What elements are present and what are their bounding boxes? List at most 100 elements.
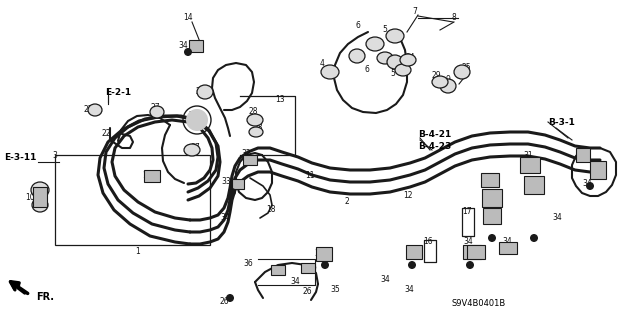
- Ellipse shape: [197, 85, 213, 99]
- Circle shape: [321, 261, 329, 269]
- Bar: [520, 157, 540, 173]
- Text: 4: 4: [319, 60, 324, 69]
- Text: 19: 19: [594, 164, 604, 173]
- Text: 28: 28: [248, 108, 258, 116]
- Bar: [463, 245, 481, 259]
- Text: 5: 5: [383, 26, 387, 34]
- Text: 2: 2: [344, 197, 349, 206]
- Text: 35: 35: [330, 285, 340, 293]
- Bar: [576, 148, 590, 162]
- Ellipse shape: [31, 182, 49, 198]
- Text: 27: 27: [83, 105, 93, 114]
- Text: 5: 5: [390, 70, 396, 78]
- Text: 30: 30: [532, 177, 542, 187]
- Text: 34: 34: [502, 236, 512, 246]
- Ellipse shape: [249, 127, 263, 137]
- Ellipse shape: [454, 65, 470, 79]
- Text: E-3-11: E-3-11: [4, 153, 36, 162]
- Text: E-2-1: E-2-1: [105, 88, 131, 97]
- Bar: [524, 176, 544, 194]
- Text: 34: 34: [552, 213, 562, 222]
- Text: 11: 11: [305, 170, 315, 180]
- Text: 34: 34: [290, 277, 300, 286]
- Bar: [590, 161, 606, 179]
- Ellipse shape: [400, 54, 416, 66]
- Bar: [33, 187, 47, 207]
- Circle shape: [184, 48, 192, 56]
- Text: 10: 10: [142, 170, 152, 180]
- Ellipse shape: [432, 76, 448, 88]
- Text: 1: 1: [136, 247, 140, 256]
- Text: 29: 29: [431, 71, 441, 80]
- Text: 34: 34: [380, 276, 390, 285]
- Text: 34: 34: [178, 41, 188, 50]
- Text: B-3-1: B-3-1: [548, 118, 575, 127]
- Bar: [483, 208, 501, 224]
- Circle shape: [186, 109, 208, 131]
- Text: 20: 20: [465, 246, 475, 255]
- Text: 30: 30: [487, 191, 497, 201]
- Text: S9V4B0401B: S9V4B0401B: [452, 299, 506, 308]
- Circle shape: [228, 188, 236, 196]
- Bar: [144, 170, 160, 182]
- Text: 7: 7: [413, 8, 417, 17]
- Ellipse shape: [366, 37, 384, 51]
- Text: 14: 14: [183, 13, 193, 23]
- Text: 13: 13: [275, 95, 285, 105]
- Text: 8: 8: [452, 13, 456, 23]
- Text: B-4-21: B-4-21: [418, 130, 451, 139]
- Text: 31: 31: [523, 151, 533, 160]
- Circle shape: [586, 182, 594, 190]
- Text: 3: 3: [52, 151, 58, 160]
- Text: 34: 34: [220, 213, 230, 222]
- Bar: [316, 247, 332, 261]
- Bar: [301, 263, 315, 273]
- Bar: [243, 155, 257, 165]
- Ellipse shape: [32, 198, 48, 212]
- Text: 28: 28: [253, 123, 263, 132]
- Ellipse shape: [247, 114, 263, 126]
- Text: B-4-23: B-4-23: [418, 142, 451, 151]
- Text: 27: 27: [150, 103, 160, 113]
- Ellipse shape: [349, 49, 365, 63]
- Text: 6: 6: [356, 21, 360, 31]
- Ellipse shape: [150, 106, 164, 118]
- Text: 36: 36: [307, 263, 317, 272]
- Bar: [271, 265, 285, 275]
- Ellipse shape: [88, 104, 102, 116]
- Ellipse shape: [387, 55, 403, 69]
- Ellipse shape: [377, 52, 393, 64]
- Text: 21: 21: [188, 110, 198, 120]
- Text: 9: 9: [445, 76, 451, 85]
- Text: 24: 24: [405, 54, 415, 63]
- Text: 18: 18: [266, 205, 276, 214]
- Circle shape: [466, 261, 474, 269]
- Text: 36: 36: [243, 259, 253, 269]
- Bar: [406, 245, 422, 259]
- Text: 6: 6: [365, 65, 369, 75]
- Ellipse shape: [386, 29, 404, 43]
- Circle shape: [408, 261, 416, 269]
- Ellipse shape: [440, 79, 456, 93]
- Text: 26: 26: [302, 286, 312, 295]
- Text: 32: 32: [241, 149, 251, 158]
- Text: 23: 23: [195, 87, 205, 97]
- Bar: [499, 242, 517, 254]
- Bar: [482, 189, 502, 207]
- Text: 17: 17: [462, 207, 472, 217]
- Text: 33: 33: [221, 176, 231, 186]
- Bar: [189, 40, 203, 52]
- Text: 37: 37: [190, 144, 200, 152]
- Text: 30: 30: [405, 249, 415, 258]
- Ellipse shape: [184, 144, 200, 156]
- Text: FR.: FR.: [36, 292, 54, 302]
- Ellipse shape: [395, 64, 411, 76]
- Text: 34: 34: [582, 180, 592, 189]
- Circle shape: [226, 294, 234, 302]
- Text: 15: 15: [482, 174, 492, 182]
- Text: 34: 34: [404, 286, 414, 294]
- Bar: [232, 179, 244, 189]
- Text: 30: 30: [314, 249, 324, 258]
- Text: 25: 25: [461, 63, 471, 72]
- Bar: [467, 245, 485, 259]
